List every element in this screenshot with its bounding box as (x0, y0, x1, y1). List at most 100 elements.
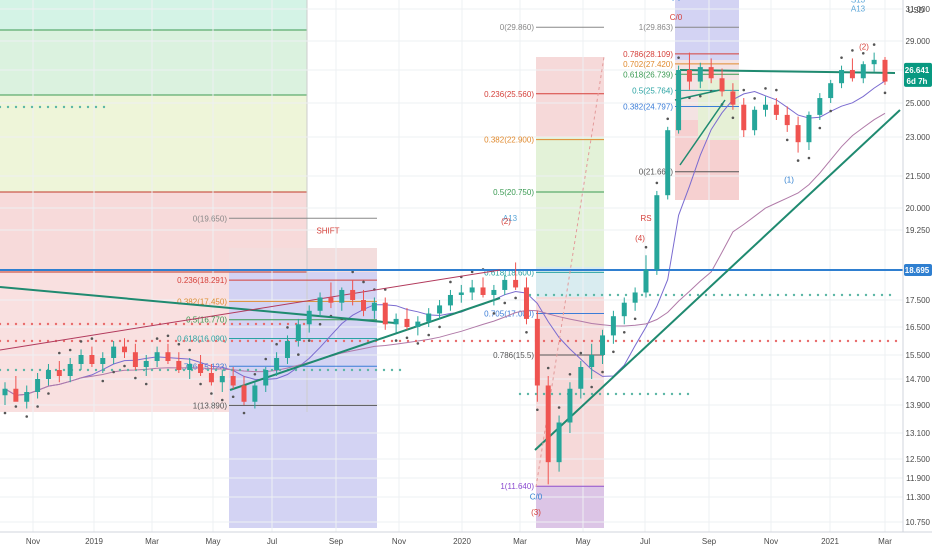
x-tick-8: Mar (513, 537, 527, 546)
sar-dot-9 (101, 379, 105, 383)
sar-dot-45 (492, 312, 496, 315)
x-tick-3: May (205, 537, 220, 546)
indicator-dot-3-40 (38, 368, 42, 372)
indicator-dot-2-392 (390, 339, 394, 343)
candle-body-5 (56, 370, 62, 376)
sar-dot-37 (405, 336, 409, 340)
indicator-dot-3-360 (358, 368, 362, 372)
indicator-dot-2-864 (862, 339, 866, 343)
indicator-dot-2-408 (406, 339, 410, 343)
sar-dot-41 (449, 280, 452, 284)
indicator-dot-2-664 (662, 339, 666, 343)
fib-label-2-0: 1(29.863) (639, 23, 674, 32)
indicator-dot-2-624 (622, 339, 626, 343)
candle-body-69 (752, 109, 758, 131)
fib-label-0-4: 0.618(16.090) (177, 334, 227, 343)
sar-dot-22 (242, 411, 246, 415)
candle-body-39 (426, 313, 432, 322)
indicator-dot-2-32 (30, 339, 34, 343)
y-tick-11: 15.500 (906, 351, 931, 360)
indicator-dot-3-120 (118, 368, 122, 372)
y-tick-0: 31.000 (906, 5, 931, 14)
indicator-dot-5-608 (606, 392, 610, 396)
candle-body-65 (708, 67, 714, 79)
y-tick-6: 20.000 (906, 204, 931, 213)
fib-label-1-7: 1(11.640) (500, 482, 534, 491)
indicator-dot-2-336 (334, 339, 338, 343)
candle-body-53 (578, 367, 584, 389)
indicator-dot-4-786 (784, 293, 788, 297)
indicator-dot-3-240 (238, 368, 242, 372)
indicator-dot-3-352 (350, 368, 354, 372)
indicator-dot-1-40 (38, 322, 42, 326)
indicator-dot-1-280 (278, 322, 282, 326)
candle-body-50 (545, 385, 551, 463)
candle-body-28 (306, 310, 312, 325)
sar-dot-62 (677, 56, 680, 59)
indicator-dot-2-272 (270, 339, 274, 343)
indicator-dot-4-706 (704, 293, 708, 297)
sar-dot-60 (655, 181, 659, 185)
fib-label-1-4: 0.618(18.600) (484, 268, 534, 277)
candle-body-19 (208, 373, 214, 383)
indicator-dot-2-320 (318, 339, 322, 343)
sar-dot-15 (166, 334, 170, 338)
sar-dot-12 (134, 376, 137, 380)
fib-label-2-5: 0.382(24.797) (623, 102, 673, 111)
indicator-dot-2-88 (86, 339, 90, 343)
indicator-dot-2-128 (126, 339, 130, 343)
indicator-dot-2-424 (422, 339, 426, 343)
indicator-dot-3-384 (382, 368, 386, 372)
indicator-dot-3-112 (110, 368, 114, 372)
indicator-dot-3-392 (390, 368, 394, 372)
indicator-dot-2-208 (206, 339, 210, 343)
indicator-dot-2-184 (182, 339, 186, 343)
indicator-dot-4-642 (640, 293, 644, 297)
candle-body-9 (100, 358, 106, 364)
x-tick-10: Jul (640, 537, 650, 546)
indicator-dot-1-272 (270, 322, 274, 326)
indicator-dot-3-256 (254, 368, 258, 372)
candle-body-80 (871, 59, 877, 65)
moving-average-layer (4, 80, 886, 396)
candle-body-30 (328, 297, 334, 303)
trendline-6 (679, 99, 726, 166)
indicator-dot-2-720 (718, 339, 722, 343)
fib-label-0-6: 1(13.890) (193, 401, 228, 410)
indicator-dot-2-712 (710, 339, 714, 343)
y-tick-7: 19.250 (906, 226, 931, 235)
candle-body-67 (730, 91, 736, 105)
indicator-dot-3-168 (166, 368, 170, 372)
fib-label-2-3: 0.618(26.739) (623, 70, 673, 79)
sar-dot-17 (188, 348, 191, 352)
indicator-dot-3-312 (310, 368, 314, 372)
indicator-dot-4-746 (744, 293, 748, 297)
indicator-dot-2-416 (414, 339, 418, 343)
candle-body-21 (230, 376, 236, 386)
indicator-dot-4-578 (576, 293, 580, 297)
sar-dot-19 (210, 392, 213, 395)
candle-body-12 (132, 352, 138, 367)
indicator-dot-5-520 (518, 392, 522, 396)
indicator-dot-4-690 (688, 293, 692, 297)
indicator-dot-5-592 (590, 392, 594, 396)
indicator-dot-2-304 (302, 339, 306, 343)
x-tick-7: 2020 (453, 537, 471, 546)
indicator-dot-0-24 (22, 105, 26, 109)
sar-dot-28 (307, 339, 311, 342)
indicator-dot-2-576 (574, 339, 578, 343)
trendline-3 (534, 109, 901, 451)
trendline-0 (0, 286, 396, 324)
indicator-dot-2-456 (454, 339, 458, 343)
candle-body-22 (241, 385, 247, 402)
candle-body-10 (111, 346, 117, 358)
indicator-dot-2-232 (230, 339, 234, 343)
sar-dot-29 (318, 322, 322, 326)
candle-body-11 (122, 346, 128, 353)
candle-body-36 (393, 318, 399, 325)
indicator-dot-4-810 (808, 293, 812, 297)
indicator-dot-1-8 (6, 322, 10, 326)
x-tick-5: Sep (329, 537, 344, 546)
